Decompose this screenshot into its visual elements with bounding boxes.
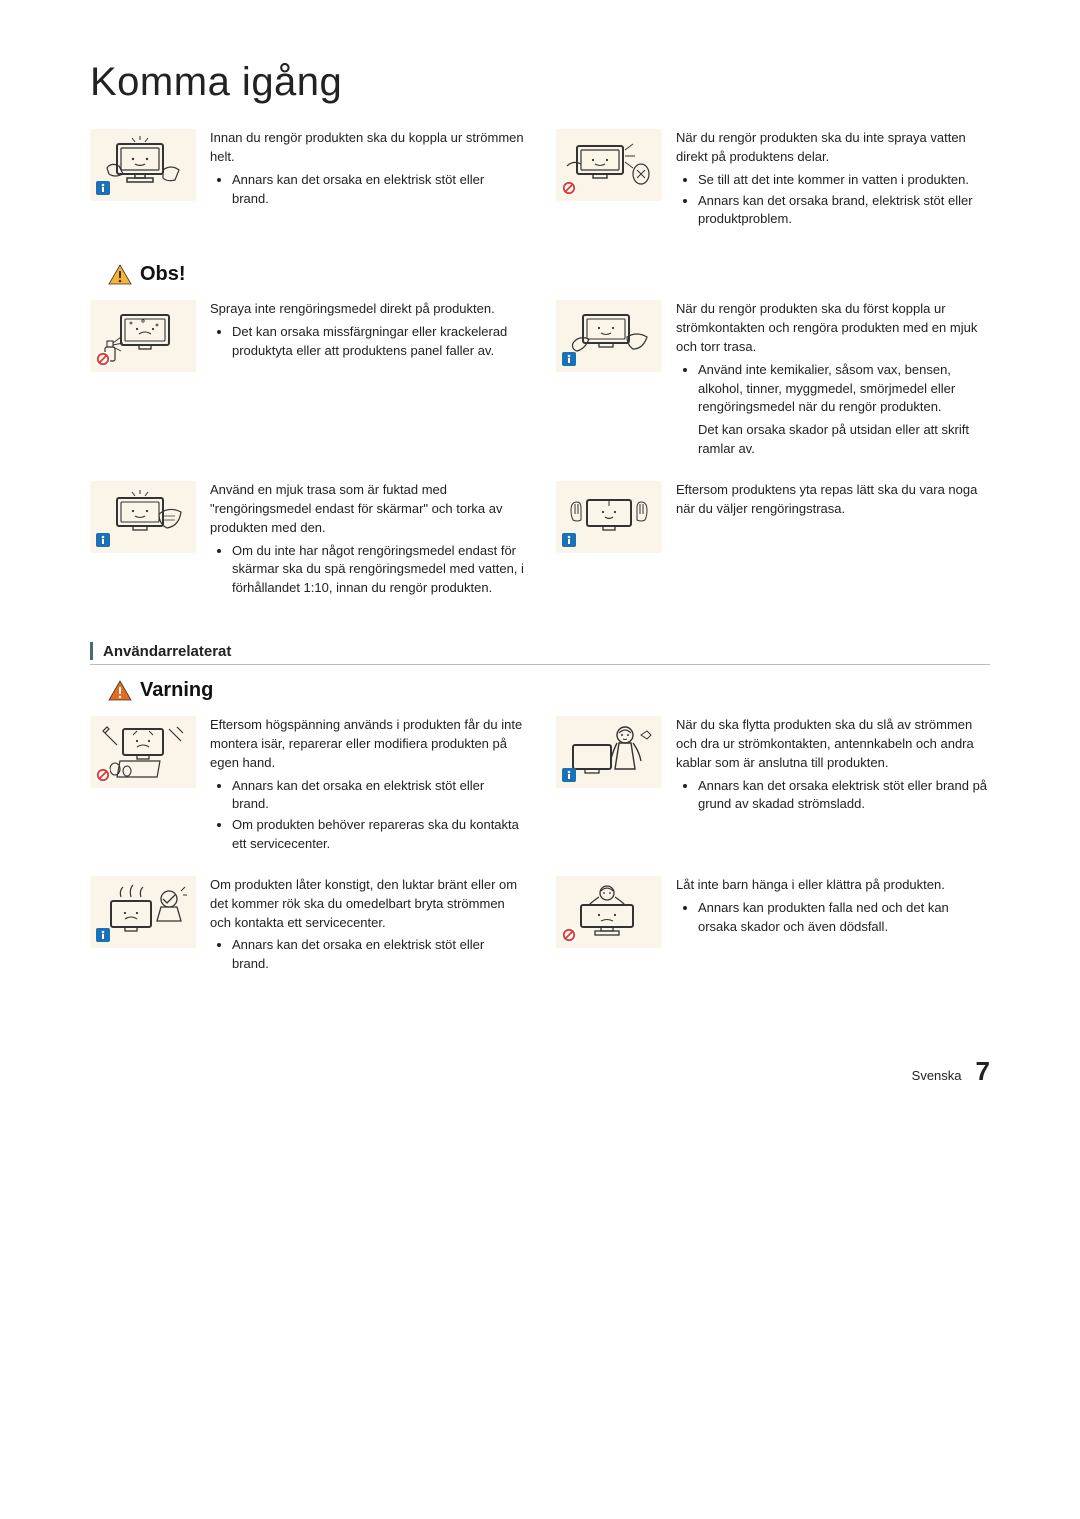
warning-text: När du rengör produkten ska du inte spra… <box>676 129 990 229</box>
warning-cell: När du rengör produkten ska du först kop… <box>556 300 990 459</box>
bullet-item: Annars kan produkten falla ned och det k… <box>698 899 990 937</box>
warning-triangle-icon <box>108 680 132 702</box>
warning-text: Använd en mjuk trasa som är fuktad med "… <box>210 481 524 598</box>
illustration <box>90 876 196 974</box>
illustration <box>556 129 662 229</box>
illustration <box>90 716 196 854</box>
warning-text: När du rengör produkten ska du först kop… <box>676 300 990 459</box>
warning-text: Innan du rengör produkten ska du koppla … <box>210 129 524 229</box>
section-bar-icon <box>90 642 93 660</box>
intro-text: Låt inte barn hänga i eller klättra på p… <box>676 876 990 895</box>
illustration <box>556 876 662 974</box>
intro-text: Eftersom högspänning används i produkten… <box>210 716 524 773</box>
bullet-item: Om produkten behöver repareras ska du ko… <box>232 816 524 854</box>
bullet-item: Annars kan det orsaka en elektrisk stöt … <box>232 936 524 974</box>
varning-label: Varning <box>140 679 213 702</box>
bullet-item: Om du inte har något rengöringsmedel end… <box>232 542 524 599</box>
prohibit-marker-icon <box>560 926 578 944</box>
illustration <box>90 300 196 459</box>
illustration <box>556 716 662 854</box>
illustration <box>90 481 196 598</box>
bullet-item: Se till att det inte kommer in vatten i … <box>698 171 990 190</box>
bullet-list: Använd inte kemikalier, såsom vax, bense… <box>676 361 990 418</box>
warning-text: Spraya inte rengöringsmedel direkt på pr… <box>210 300 524 459</box>
obs-label: Obs! <box>140 263 186 286</box>
warning-cell: Om produkten låter konstigt, den luktar … <box>90 876 524 974</box>
page-title: Komma igång <box>90 60 990 105</box>
bullet-item: Annars kan det orsaka brand, elektrisk s… <box>698 192 990 230</box>
bullet-item: Det kan orsaka missfärgningar eller krac… <box>232 323 524 361</box>
info-marker-icon <box>560 766 578 784</box>
note-text: Det kan orsaka skador på utsidan eller a… <box>676 421 990 459</box>
warning-text: Eftersom produktens yta repas lätt ska d… <box>676 481 990 598</box>
footer-language: Svenska <box>912 1068 962 1083</box>
warning-text: Eftersom högspänning används i produkten… <box>210 716 524 854</box>
bullet-list: Det kan orsaka missfärgningar eller krac… <box>210 323 524 361</box>
warning-cell: När du ska flytta produkten ska du slå a… <box>556 716 990 854</box>
bullet-item: Använd inte kemikalier, såsom vax, bense… <box>698 361 990 418</box>
warning-cell: Låt inte barn hänga i eller klättra på p… <box>556 876 990 974</box>
bullet-item: Annars kan det orsaka en elektrisk stöt … <box>232 171 524 209</box>
warning-cell: Eftersom högspänning används i produkten… <box>90 716 524 854</box>
info-marker-icon <box>94 531 112 549</box>
intro-text: När du rengör produkten ska du först kop… <box>676 300 990 357</box>
warning-cell: När du rengör produkten ska du inte spra… <box>556 129 990 229</box>
illustration <box>556 300 662 459</box>
intro-text: När du rengör produkten ska du inte spra… <box>676 129 990 167</box>
warning-cell: Innan du rengör produkten ska du koppla … <box>90 129 524 229</box>
warning-cell: Eftersom produktens yta repas lätt ska d… <box>556 481 990 598</box>
illustration <box>556 481 662 598</box>
prohibit-marker-icon <box>94 350 112 368</box>
bullet-list: Se till att det inte kommer in vatten i … <box>676 171 990 230</box>
info-marker-icon <box>94 926 112 944</box>
bullet-list: Om du inte har något rengöringsmedel end… <box>210 542 524 599</box>
warning-text: Om produkten låter konstigt, den luktar … <box>210 876 524 974</box>
footer-page-number: 7 <box>976 1056 990 1087</box>
intro-text: Innan du rengör produkten ska du koppla … <box>210 129 524 167</box>
page-footer: Svenska 7 <box>90 1056 990 1087</box>
warning-cell: Använd en mjuk trasa som är fuktad med "… <box>90 481 524 598</box>
bullet-item: Annars kan det orsaka elektrisk stöt ell… <box>698 777 990 815</box>
obs-callout-row: Obs! <box>90 251 990 300</box>
bullet-list: Annars kan det orsaka en elektrisk stöt … <box>210 936 524 974</box>
info-marker-icon <box>94 179 112 197</box>
section-label: Användarrelaterat <box>103 643 231 660</box>
prohibit-marker-icon <box>94 766 112 784</box>
warning-cell: Spraya inte rengöringsmedel direkt på pr… <box>90 300 524 459</box>
intro-text: Använd en mjuk trasa som är fuktad med "… <box>210 481 524 538</box>
obs-callout: Obs! <box>108 263 990 286</box>
info-marker-icon <box>560 531 578 549</box>
bullet-list: Annars kan produkten falla ned och det k… <box>676 899 990 937</box>
bullet-list: Annars kan det orsaka en elektrisk stöt … <box>210 171 524 209</box>
section-row: Användarrelaterat Varning <box>90 620 990 716</box>
bullet-item: Annars kan det orsaka en elektrisk stöt … <box>232 777 524 815</box>
manual-page: Komma igång <box>0 0 1080 1127</box>
warning-triangle-icon <box>108 264 132 286</box>
intro-text: Eftersom produktens yta repas lätt ska d… <box>676 481 990 519</box>
bullet-list: Annars kan det orsaka en elektrisk stöt … <box>210 777 524 854</box>
illustration <box>90 129 196 229</box>
varning-callout: Varning <box>108 679 990 702</box>
section-heading: Användarrelaterat <box>90 642 990 665</box>
intro-text: Om produkten låter konstigt, den luktar … <box>210 876 524 933</box>
info-marker-icon <box>560 350 578 368</box>
warning-text: Låt inte barn hänga i eller klättra på p… <box>676 876 990 974</box>
warning-text: När du ska flytta produkten ska du slå a… <box>676 716 990 854</box>
bullet-list: Annars kan det orsaka elektrisk stöt ell… <box>676 777 990 815</box>
intro-text: Spraya inte rengöringsmedel direkt på pr… <box>210 300 524 319</box>
content-grid: Innan du rengör produkten ska du koppla … <box>90 129 990 996</box>
prohibit-marker-icon <box>560 179 578 197</box>
intro-text: När du ska flytta produkten ska du slå a… <box>676 716 990 773</box>
